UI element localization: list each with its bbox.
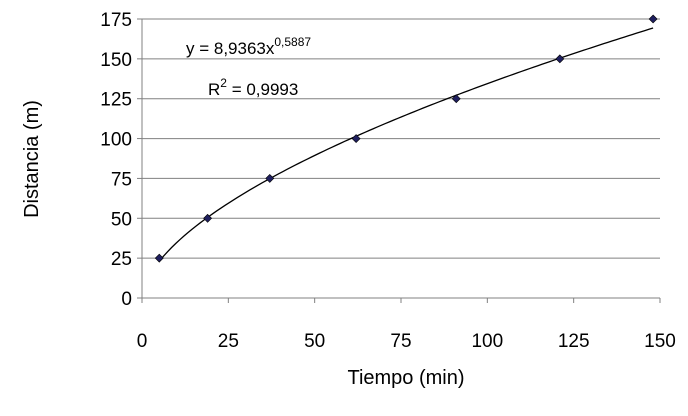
x-tick-label-2: 50	[304, 331, 325, 352]
equation-label: y = 8,9363x0,5887	[186, 35, 311, 58]
y-tick-label-2: 50	[111, 209, 132, 230]
y-tick-label-0: 0	[121, 289, 132, 310]
data-point-2	[265, 174, 275, 183]
y-tick-label-4: 100	[100, 130, 132, 151]
x-tick-label-6: 150	[644, 331, 676, 352]
x-tick-label-1: 25	[218, 331, 239, 352]
y-tick-label-6: 150	[100, 50, 132, 71]
data-point-3	[351, 134, 361, 143]
data-point-6	[648, 14, 658, 24]
data-points	[154, 14, 658, 263]
y-tick-label-3: 75	[111, 169, 132, 190]
x-tick-label-5: 125	[558, 331, 590, 352]
grid-lines	[142, 18, 660, 259]
axes	[137, 18, 661, 303]
y-tick-label-7: 175	[100, 10, 132, 31]
y-tick-label-5: 125	[100, 90, 132, 111]
data-point-4	[451, 94, 461, 104]
y-axis-title: Distancia (m)	[21, 100, 43, 218]
y-tick-label-1: 25	[111, 249, 132, 270]
data-point-1	[203, 213, 213, 223]
trendline	[158, 27, 654, 262]
r-squared-label: R2 = 0,9993	[208, 76, 298, 99]
data-point-5	[555, 54, 565, 64]
x-tick-label-0: 0	[137, 331, 148, 352]
tick-labels: 0 25 50 75 100 125 150 175 0 25 50 75 100 125 150	[100, 10, 676, 352]
x-tick-label-3: 75	[390, 331, 411, 352]
x-tick-label-4: 100	[471, 331, 503, 352]
x-axis-title: Tiempo (min)	[347, 367, 464, 389]
data-point-0	[154, 253, 164, 263]
